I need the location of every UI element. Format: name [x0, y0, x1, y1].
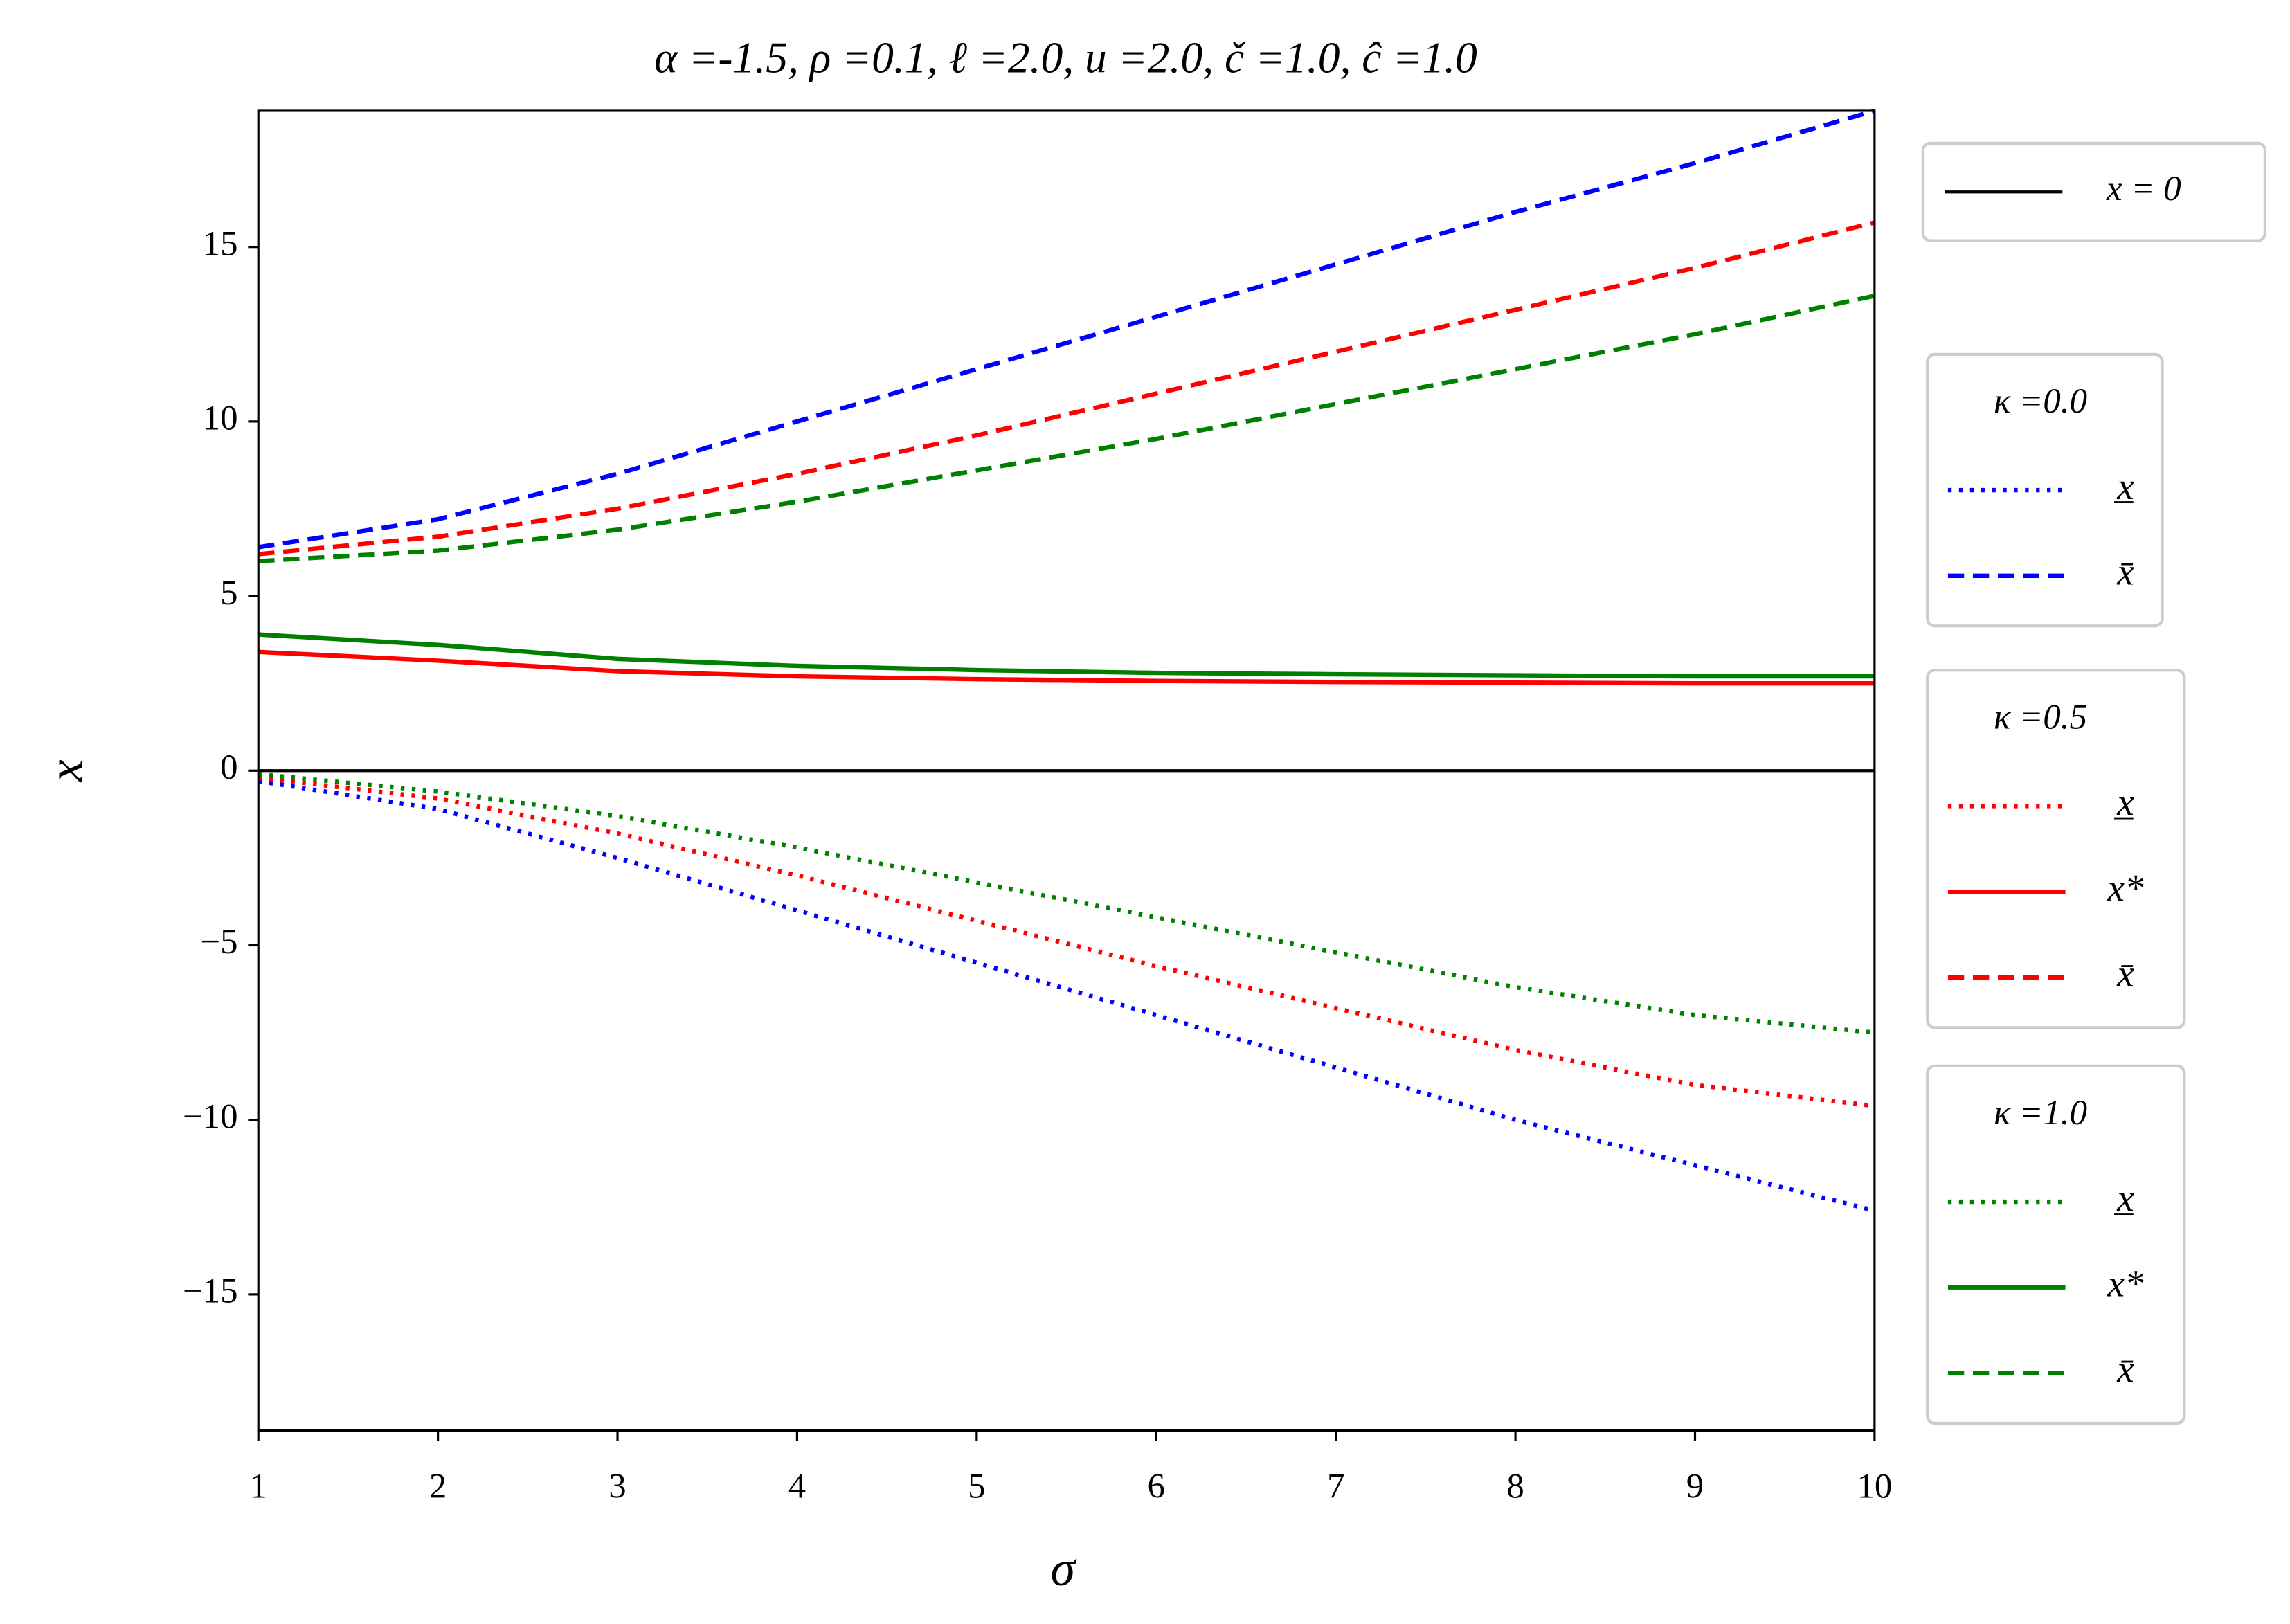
y-axis-label: x — [38, 759, 93, 782]
legend-label: x̄ — [2116, 952, 2134, 994]
x-tick-label: 8 — [1506, 1468, 1524, 1506]
series-line — [258, 220, 1875, 557]
plot-frame — [257, 109, 1876, 1432]
x-tick-label: 3 — [608, 1468, 626, 1506]
legend-label: x̲ — [2114, 1177, 2134, 1219]
series-line — [258, 775, 1875, 1108]
legend-label: x̲ — [2114, 465, 2134, 507]
legend-box — [1926, 352, 2164, 628]
legend-label: x = 0 — [2106, 170, 2181, 208]
series-line — [258, 772, 1875, 1035]
x-axis-label: σ — [1050, 1541, 1076, 1596]
x-tick-label: 6 — [1148, 1468, 1165, 1506]
y-tick-label: 5 — [220, 574, 237, 613]
x-tick-label: 5 — [968, 1468, 985, 1506]
legend-box — [1926, 669, 2186, 1029]
x-tick-label: 9 — [1686, 1468, 1704, 1506]
legend-title: κ =1.0 — [1994, 1094, 2087, 1133]
legend-box — [1926, 1064, 2186, 1425]
x-tick-label: 10 — [1857, 1468, 1892, 1506]
x-tick-label: 1 — [249, 1468, 267, 1506]
x-tick-label: 7 — [1327, 1468, 1344, 1506]
legend-label: x* — [2107, 1262, 2143, 1304]
y-tick-label: −15 — [183, 1272, 238, 1311]
legend-label: x̲ — [2114, 781, 2134, 823]
series-line — [258, 649, 1875, 686]
legend-title: κ =0.0 — [1994, 382, 2087, 421]
y-tick-label: 10 — [203, 399, 238, 438]
series-line — [258, 108, 1875, 550]
x-tick-label: 2 — [429, 1468, 447, 1506]
legend-title: κ =0.5 — [1994, 698, 2087, 737]
y-tick-label: 0 — [220, 748, 237, 787]
y-tick-label: −10 — [183, 1097, 238, 1136]
legend-label: x* — [2107, 867, 2143, 909]
x-tick-label: 4 — [788, 1468, 806, 1506]
legend-label: x̄ — [2116, 1348, 2134, 1390]
legend-box — [1921, 141, 2267, 242]
legend-label: x̄ — [2116, 550, 2134, 593]
y-tick-label: −5 — [200, 923, 237, 962]
series-line — [258, 632, 1875, 679]
y-tick-label: 15 — [203, 224, 238, 263]
chart-title: α =-1.5, ρ =0.1, ℓ =2.0, u =2.0, č =1.0,… — [654, 33, 1477, 82]
